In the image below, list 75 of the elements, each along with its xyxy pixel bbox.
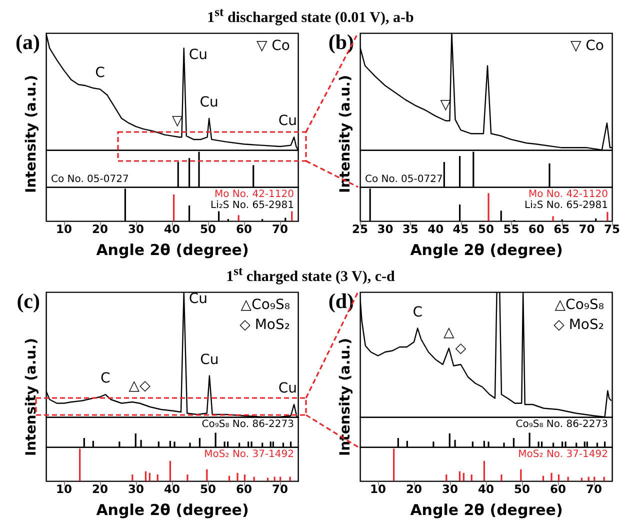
annotation: Cu — [188, 291, 208, 307]
series-label: Mo No. 42-1120 — [528, 189, 608, 200]
x-tick-label: 30 — [442, 482, 458, 496]
series-label: MoS₂ No. 37-1492 — [204, 449, 294, 460]
annotation: ◇ MoS₂ — [554, 317, 604, 333]
text: (c) — [16, 289, 40, 313]
x-axis-title: Angle 2θ (degree) — [410, 501, 563, 519]
chart-title: 1$^{st}$ charged state (3 V), c-d — [225, 264, 396, 286]
annotation: Cu — [200, 94, 218, 110]
x-tick-label: 70 — [272, 482, 288, 496]
x-tick-label: 50 — [200, 222, 216, 236]
x-tick-label: 55 — [503, 222, 520, 236]
text: (a) — [16, 30, 40, 54]
x-tick-label: 20 — [92, 222, 108, 236]
x-axis-title: Angle 2θ (degree) — [96, 501, 249, 519]
series-label: Li₂S No. 65-2981 — [210, 200, 294, 211]
x-tick-label: 60 — [528, 222, 544, 236]
annotation: C — [95, 65, 106, 82]
annotation: △Co₉S₈ — [554, 297, 604, 313]
x-tick-label: 35 — [402, 222, 418, 236]
x-tick-label: 70 — [272, 222, 288, 236]
y-axis-title: Intensity (a.u.) — [24, 338, 40, 456]
chart-title: 1$^{st}$ discharged state (0.01 V), a-b — [206, 5, 415, 27]
x-tick-label: 25 — [352, 222, 368, 236]
text: (b) — [328, 30, 354, 54]
series-label: Co₉S₈ No. 86-2273 — [516, 419, 608, 430]
x-tick-label: 60 — [236, 482, 252, 496]
series-label: Li₂S No. 65-2981 — [524, 200, 608, 211]
y-axis-title: Intensity (a.u.) — [24, 74, 40, 194]
x-tick-label: 30 — [128, 482, 144, 496]
x-tick-label: 70 — [578, 222, 595, 236]
annotation: Cu — [200, 352, 219, 368]
annotation: △ — [128, 378, 140, 394]
annotation: ▽ Co — [570, 38, 604, 54]
x-tick-label: 40 — [164, 482, 180, 496]
series-label: MoS₂ No. 37-1492 — [518, 449, 608, 460]
x-tick-label: 50 — [478, 222, 494, 236]
series-label: Mo No. 42-1120 — [214, 189, 294, 200]
x-tick-label: 40 — [164, 222, 180, 236]
x-tick-label: 75 — [604, 222, 620, 236]
x-tick-label: 20 — [406, 482, 422, 496]
x-tick-label: 40 — [428, 222, 444, 236]
x-tick-label: 50 — [200, 482, 216, 496]
x-axis-title: Angle 2θ (degree) — [96, 241, 249, 259]
x-tick-label: 10 — [56, 482, 72, 496]
annotation: Cu — [188, 47, 208, 64]
x-tick-label: 60 — [550, 482, 566, 496]
x-tick-label: 60 — [236, 222, 252, 236]
x-tick-label: 65 — [554, 222, 570, 236]
x-tick-label: 20 — [92, 482, 108, 496]
x-tick-label: 40 — [478, 482, 494, 496]
x-tick-label: 30 — [128, 222, 144, 236]
x-tick-label: 30 — [377, 222, 394, 236]
annotation: △Co₉S₈ — [240, 297, 290, 313]
annotation: C — [412, 304, 423, 320]
text: (d) — [328, 289, 354, 313]
text: Co No. 05-0727 — [51, 174, 129, 185]
annotation: C — [100, 370, 111, 386]
x-tick-label: 45 — [452, 222, 469, 236]
y-axis-title: Intensity (a.u.) — [338, 338, 354, 456]
series-label: Co₉S₈ No. 86-2273 — [202, 419, 294, 430]
x-tick-label: 10 — [370, 482, 386, 496]
annotation: ◇ — [140, 378, 151, 394]
annotation: Cu — [278, 380, 298, 396]
x-tick-label: 70 — [586, 482, 602, 496]
annotation: △ — [444, 324, 455, 340]
annotation: Cu — [278, 113, 298, 130]
y-axis-title: Intensity (a.u.) — [338, 74, 354, 194]
annotation: ◇ MoS₂ — [240, 317, 290, 333]
x-tick-label: 10 — [56, 222, 72, 236]
x-axis-title: Angle 2θ (degree) — [410, 241, 563, 259]
annotation: ▽ Co — [256, 38, 290, 54]
x-tick-label: 50 — [514, 482, 530, 496]
annotation: ◇ — [455, 340, 466, 356]
series-label: Co No. 05-0727 — [365, 174, 443, 185]
